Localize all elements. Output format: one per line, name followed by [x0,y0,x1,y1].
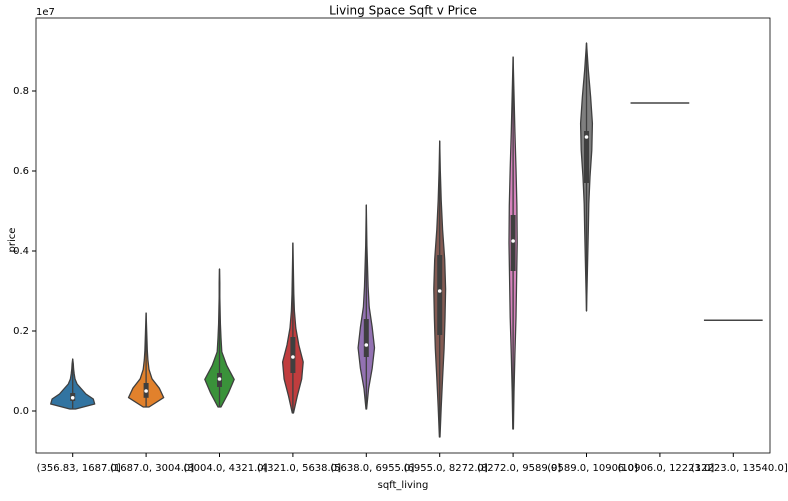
violin-box [363,319,369,357]
violin-median [144,389,148,393]
y-tick-label: 0.0 [13,406,29,417]
violin-median [217,377,222,381]
x-tick-label: (3004.0, 4321.0] [183,463,267,474]
violin-box [584,131,589,183]
y-tick-label: 0.6 [13,166,29,177]
chart-title: Living Space Sqft v Price [329,4,477,18]
violin-median [511,239,515,243]
violin-box [290,337,296,373]
y-tick-label: 0.2 [13,326,29,337]
plot-frame [35,17,771,454]
x-tick-label: (6955.0, 8272.0] [404,463,488,474]
y-tick-label: 0.4 [13,246,29,257]
x-tick-label: (8272.0, 9589.0] [477,463,561,474]
x-tick-label: (10906.0, 12223.0] [617,463,714,474]
x-tick-label: (5638.0, 6955.0] [330,463,414,474]
y-tick-label: 0.8 [13,86,29,97]
violin-median [70,396,75,400]
x-tick-label: (1687.0, 3004.0] [110,463,194,474]
violin-box [510,215,516,271]
x-tick-label: (4321.0, 5638.0] [257,463,341,474]
x-tick-label: (356.83, 1687.0] [37,463,121,474]
y-offset-label: 1e7 [36,7,55,18]
violin-median [291,355,295,359]
x-tick-label: (9589.0, 10906.0] [547,463,638,474]
violin-median [584,135,589,139]
violin-median [364,343,369,347]
x-axis-label: sqft_living [378,480,429,491]
violin-box [437,255,443,335]
y-axis-label: price [7,228,18,253]
violin-median [437,289,442,293]
x-tick-label: (12223.0, 13540.0] [691,463,788,474]
